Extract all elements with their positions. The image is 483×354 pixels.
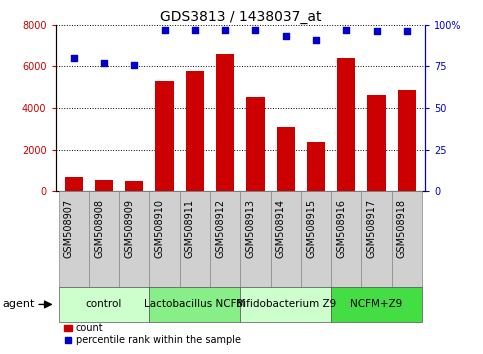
Bar [89, 191, 119, 287]
Text: control: control [86, 299, 122, 309]
Bar [246, 97, 265, 191]
Text: GSM508912: GSM508912 [215, 199, 225, 258]
Legend: count, percentile rank within the sample: count, percentile rank within the sample [60, 319, 245, 349]
Point [70, 55, 78, 61]
Text: GSM508908: GSM508908 [94, 199, 104, 258]
Point [252, 27, 259, 33]
Text: GSM508909: GSM508909 [124, 199, 134, 258]
Text: agent: agent [2, 299, 35, 309]
Bar [307, 142, 325, 191]
Bar [337, 58, 355, 191]
Bar [95, 180, 113, 191]
Bar [270, 191, 301, 287]
Text: GSM508915: GSM508915 [306, 199, 316, 258]
Bar [125, 181, 143, 191]
Bar [392, 191, 422, 287]
Point [221, 27, 229, 33]
Point [312, 37, 320, 42]
Text: Bifidobacterium Z9: Bifidobacterium Z9 [236, 299, 336, 309]
Text: GSM508911: GSM508911 [185, 199, 195, 258]
Bar [368, 96, 385, 191]
Bar [277, 127, 295, 191]
Title: GDS3813 / 1438037_at: GDS3813 / 1438037_at [159, 10, 321, 24]
Bar [149, 191, 180, 287]
Text: GSM508913: GSM508913 [245, 199, 256, 258]
Bar [210, 191, 241, 287]
Bar [180, 191, 210, 287]
Bar [361, 191, 392, 287]
Point [130, 62, 138, 68]
Bar [156, 81, 174, 191]
Bar [58, 191, 89, 287]
Text: GSM508910: GSM508910 [155, 199, 165, 258]
Bar [301, 191, 331, 287]
Point [342, 27, 350, 33]
Bar [149, 287, 241, 322]
Bar [216, 54, 234, 191]
Point [373, 29, 381, 34]
Bar [241, 191, 270, 287]
Text: GSM508916: GSM508916 [336, 199, 346, 258]
Text: GSM508917: GSM508917 [367, 199, 377, 258]
Text: Lactobacillus NCFM: Lactobacillus NCFM [144, 299, 245, 309]
Point [161, 27, 169, 33]
Bar [331, 191, 361, 287]
Bar [65, 177, 83, 191]
Text: GSM508907: GSM508907 [64, 199, 74, 258]
Bar [186, 70, 204, 191]
Bar [331, 287, 422, 322]
Bar [241, 287, 331, 322]
Bar [398, 90, 416, 191]
Text: NCFM+Z9: NCFM+Z9 [351, 299, 403, 309]
Point [100, 60, 108, 66]
Point [403, 29, 411, 34]
Bar [119, 191, 149, 287]
Point [191, 27, 199, 33]
Bar [58, 287, 149, 322]
Point [282, 34, 290, 39]
Text: GSM508914: GSM508914 [276, 199, 286, 258]
Text: GSM508918: GSM508918 [397, 199, 407, 258]
